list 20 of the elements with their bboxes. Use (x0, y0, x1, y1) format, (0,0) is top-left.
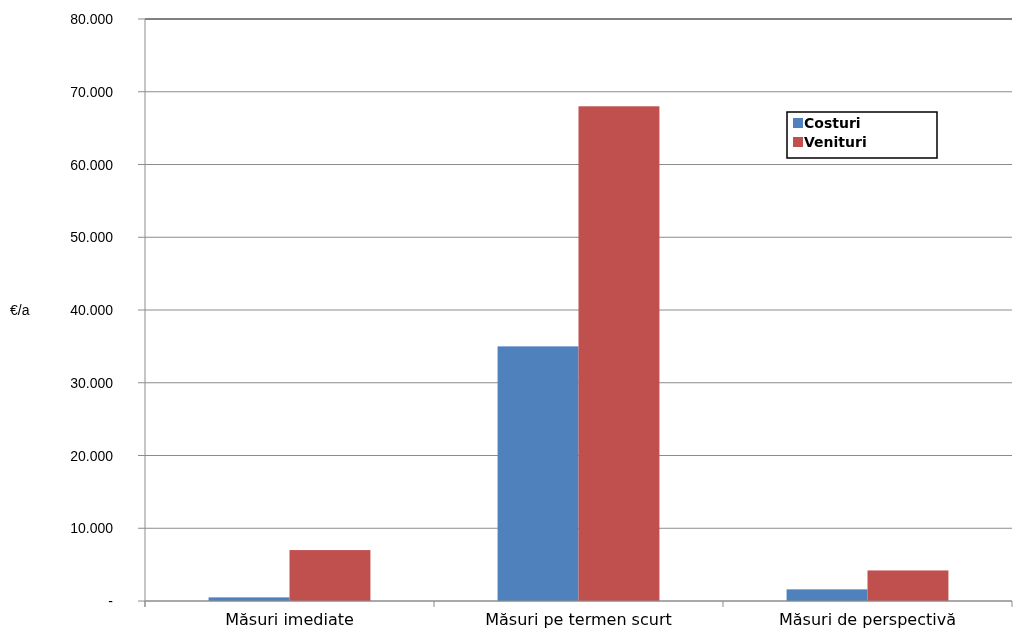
bar (867, 570, 949, 601)
y-tick-label: - (108, 593, 114, 609)
y-tick-label: 30.000 (70, 374, 114, 391)
legend-label: Costuri (804, 115, 861, 131)
y-tick-label: 50.000 (70, 229, 114, 246)
y-tick-label: 20.000 (70, 447, 114, 464)
bar (786, 589, 868, 601)
x-tick-label: Măsuri imediate (225, 610, 354, 629)
y-tick-label: 60.000 (70, 156, 114, 173)
x-tick-label: Măsuri pe termen scurt (485, 610, 672, 629)
bar (289, 550, 371, 601)
y-tick-label: 40.000 (70, 302, 114, 318)
legend-label: Venituri (804, 134, 867, 150)
bar (578, 106, 660, 601)
bar (497, 346, 579, 601)
y-tick-label: 10.000 (70, 520, 114, 537)
y-tick-label: 70.000 (70, 83, 114, 100)
y-tick-label: 80.000 (70, 11, 114, 27)
x-tick-label: Măsuri de perspectivă (779, 610, 956, 629)
y-axis-title: €/a (10, 302, 30, 318)
